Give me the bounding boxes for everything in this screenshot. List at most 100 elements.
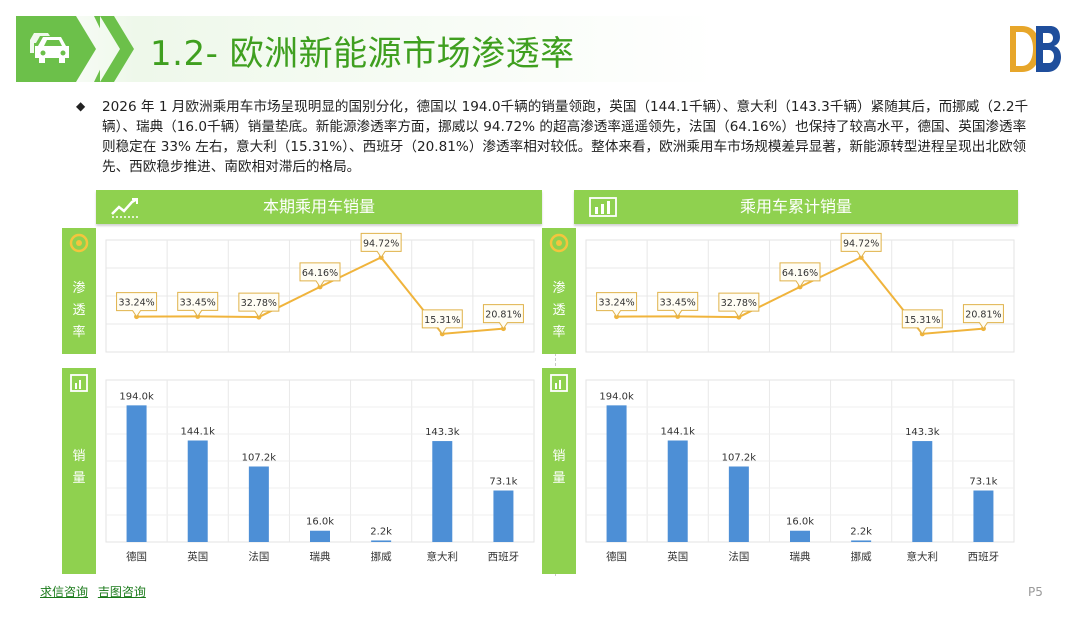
small-bar-icon-bar xyxy=(79,380,81,389)
page-title: 1.2- 欧洲新能源市场渗透率 xyxy=(150,34,575,74)
summary-text: 2026 年 1 月欧洲乘用车市场呈现明显的国别分化，德国以 194.0千辆的销… xyxy=(102,99,1029,175)
small-bar-icon-frame xyxy=(70,374,88,392)
target-icon-ring xyxy=(549,233,569,253)
category-tick-label: 法国 xyxy=(728,550,749,563)
chart-title-current: 本期乘用车销量 xyxy=(262,197,375,216)
target-icon-dot xyxy=(76,240,82,246)
chart-title-cumulative: 乘用车累计销量 xyxy=(739,197,852,216)
chevron-arrows-icon xyxy=(100,16,134,82)
sales-bar xyxy=(912,441,933,542)
small-bar-icon-bar xyxy=(559,380,561,389)
bar-chart-icon xyxy=(589,197,617,217)
category-tick-label: 挪威 xyxy=(851,550,873,563)
penetration-label-char: 透 xyxy=(72,303,85,318)
chart-header-current: 本期乘用车销量 xyxy=(96,190,542,224)
bullet-icon: ◆ xyxy=(76,99,86,113)
title-band xyxy=(16,16,1080,82)
sales-data-label: 144.1k xyxy=(661,427,696,438)
category-tick-label: 瑞典 xyxy=(790,550,811,563)
sales-bar xyxy=(187,440,208,542)
car-icon xyxy=(30,33,69,63)
sales-data-label: 194.0k xyxy=(599,391,634,402)
sales-data-label: 144.1k xyxy=(181,427,216,438)
penetration-data-label: 33.45% xyxy=(180,297,216,308)
small-bar-icon-frame xyxy=(550,374,568,392)
category-tick-label: 西班牙 xyxy=(968,551,1000,563)
target-icon-ring xyxy=(69,233,89,253)
sales-bar xyxy=(667,440,688,542)
penetration-label-box xyxy=(962,304,1004,330)
small-bar-icon-bar xyxy=(555,383,557,389)
sales-data-label: 143.3k xyxy=(905,427,940,438)
sales-bar xyxy=(371,540,392,542)
category-tick-label: 挪威 xyxy=(371,550,392,563)
penetration-data-label: 64.16% xyxy=(782,268,818,279)
sales-bar xyxy=(728,466,749,542)
trend-line-icon xyxy=(111,197,138,218)
penetration-data-label: 20.81% xyxy=(965,310,1001,321)
penetration-label-box xyxy=(779,262,821,288)
logo-icon xyxy=(1010,26,1061,72)
penetration-label-char: 渗 xyxy=(552,281,565,296)
penetration-label-box xyxy=(299,262,341,288)
category-tick-label: 意大利 xyxy=(427,550,459,563)
penetration-label-box xyxy=(238,292,280,318)
penetration-label-char: 率 xyxy=(72,324,85,340)
penetration-label-char: 率 xyxy=(552,324,565,340)
car-icon-block xyxy=(16,16,100,82)
penetration-label-box xyxy=(421,309,463,335)
page-number: P5 xyxy=(1028,585,1043,599)
penetration-data-label: 15.31% xyxy=(904,315,940,326)
penetration-label-char: 透 xyxy=(552,303,565,318)
category-tick-label: 意大利 xyxy=(907,550,939,563)
penetration-label-box xyxy=(901,309,943,335)
penetration-label-box xyxy=(482,304,524,330)
sales-label-char: 量 xyxy=(552,471,565,486)
sales-data-label: 2.2k xyxy=(850,526,872,537)
sales-data-label: 2.2k xyxy=(370,526,392,537)
sales-bar xyxy=(606,405,627,542)
sales-bar xyxy=(493,490,514,542)
sales-data-label: 194.0k xyxy=(119,391,154,402)
penetration-data-label: 64.16% xyxy=(302,268,338,279)
sales-data-label: 107.2k xyxy=(242,452,277,463)
category-tick-label: 德国 xyxy=(126,550,147,563)
sales-bar xyxy=(851,540,872,542)
penetration-data-label: 20.81% xyxy=(485,310,521,321)
sales-data-label: 73.1k xyxy=(489,477,517,488)
target-icon-dot xyxy=(556,240,562,246)
sales-bar xyxy=(790,530,810,542)
sales-data-label: 107.2k xyxy=(722,452,757,463)
footer-link-1[interactable]: 求信咨询 xyxy=(40,585,89,599)
penetration-data-label: 33.45% xyxy=(660,297,696,308)
sales-data-label: 143.3k xyxy=(425,427,460,438)
sales-bar xyxy=(432,441,453,542)
sales-data-label: 16.0k xyxy=(786,517,814,528)
penetration-data-label: 94.72% xyxy=(363,238,399,249)
penetration-data-label: 15.31% xyxy=(424,315,460,326)
footer-link-2[interactable]: 吉图咨询 xyxy=(97,585,146,599)
category-tick-label: 西班牙 xyxy=(488,551,520,563)
small-bar-icon xyxy=(70,374,88,392)
sales-bar xyxy=(310,530,330,542)
footer-links: 求信咨询 吉图咨询 xyxy=(40,583,152,600)
sales-label-char: 销 xyxy=(552,449,565,464)
sales-data-label: 73.1k xyxy=(969,477,997,488)
side-strip-sales xyxy=(542,368,576,574)
sales-label-char: 销 xyxy=(72,449,85,464)
category-tick-label: 瑞典 xyxy=(310,550,331,563)
penetration-label-char: 渗 xyxy=(72,281,85,296)
sales-label-char: 量 xyxy=(72,471,85,486)
penetration-label-box xyxy=(718,292,760,318)
penetration-label-box xyxy=(360,232,402,259)
penetration-label-box xyxy=(657,291,699,318)
category-tick-label: 英国 xyxy=(187,550,208,563)
category-tick-label: 英国 xyxy=(667,550,688,563)
target-icon xyxy=(69,233,89,253)
penetration-label-box xyxy=(840,232,882,259)
penetration-data-label: 32.78% xyxy=(721,298,757,309)
side-strip-penetration xyxy=(62,228,96,354)
sales-data-label: 16.0k xyxy=(306,517,334,528)
